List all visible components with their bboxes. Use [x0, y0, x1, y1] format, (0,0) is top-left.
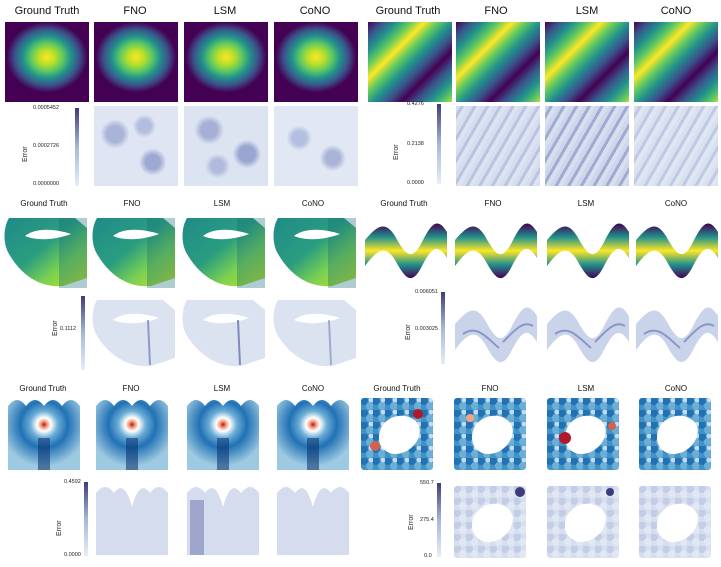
colorbar-b-max: 0.4276 — [407, 101, 424, 107]
col-title-lsm-f: LSM — [577, 384, 595, 393]
panel-d-fno — [455, 223, 537, 279]
error-panel-a-cono — [274, 106, 358, 186]
colorbar-f-max: 550.7 — [420, 480, 434, 486]
panel-b-cono — [634, 22, 718, 102]
colorbar-e-min: 0.0000 — [64, 552, 81, 558]
col-title-cono-d: CoNO — [664, 199, 688, 208]
error-panel-d-cono — [635, 306, 719, 364]
panel-f-ground-truth — [361, 398, 433, 470]
colorbar-d — [441, 292, 445, 364]
panel-d-cono — [636, 223, 718, 279]
colorbar-d-max: 0.006051 — [415, 289, 438, 295]
col-title-ground-truth-e: Ground Truth — [19, 384, 67, 393]
col-title-ground-truth-d: Ground Truth — [380, 199, 428, 208]
col-title-cono-a: CoNO — [299, 5, 331, 17]
col-title-lsm-d: LSM — [577, 199, 595, 208]
error-panel-c-cono — [273, 300, 356, 367]
panel-d-lsm — [547, 223, 629, 279]
col-title-cono-e: CoNO — [301, 384, 325, 393]
col-title-cono-c: CoNO — [301, 199, 325, 208]
error-panel-d-fno — [454, 306, 538, 364]
error-label-d: Error — [405, 324, 412, 340]
colorbar-f-mid: 275.4 — [420, 517, 434, 523]
colorbar-a — [75, 108, 79, 186]
error-panel-b-cono — [634, 106, 718, 186]
panel-b-lsm — [545, 22, 629, 102]
colorbar-b-min: 0.0000 — [407, 180, 424, 186]
colorbar-b — [437, 104, 441, 184]
colorbar-e — [84, 482, 88, 556]
col-title-fno-b: FNO — [484, 5, 508, 17]
col-title-lsm-c: LSM — [213, 199, 231, 208]
error-panel-c-lsm — [182, 300, 265, 367]
col-title-cono-b: CoNO — [660, 5, 692, 17]
error-label-e: Error — [56, 520, 63, 536]
panel-d-ground-truth — [365, 223, 447, 279]
col-title-fno-a: FNO — [123, 5, 147, 17]
colorbar-d-mid: 0.003025 — [415, 326, 438, 332]
error-panel-b-fno — [456, 106, 540, 186]
panel-b-fno — [456, 22, 540, 102]
colorbar-b-mid: 0.2138 — [407, 141, 424, 147]
error-panel-b-lsm — [545, 106, 629, 186]
colorbar-c-mid: 0.1112 — [60, 326, 77, 332]
error-label-c: Error — [52, 320, 59, 336]
col-title-fno-f: FNO — [481, 384, 499, 393]
panel-a-lsm — [184, 22, 268, 102]
error-panel-e-fno — [96, 487, 168, 555]
col-title-ground-truth-c: Ground Truth — [20, 199, 68, 208]
error-label-f: Error — [408, 514, 415, 530]
error-panel-f-lsm — [547, 486, 619, 558]
error-panel-f-fno — [454, 486, 526, 558]
col-title-ground-truth-a: Ground Truth — [14, 5, 80, 17]
error-panel-c-fno — [92, 300, 175, 367]
col-title-lsm-a: LSM — [213, 5, 237, 17]
panel-e-ground-truth — [8, 400, 80, 470]
panel-e-cono — [277, 400, 349, 470]
colorbar-a-max: 0.0005452 — [33, 105, 59, 111]
colorbar-f — [437, 483, 441, 557]
panel-f-cono — [639, 398, 711, 470]
panel-c-cono — [273, 218, 356, 288]
col-title-ground-truth-f: Ground Truth — [373, 384, 421, 393]
col-title-fno-d: FNO — [484, 199, 502, 208]
error-panel-a-fno — [94, 106, 178, 186]
col-title-cono-f: CoNO — [664, 384, 688, 393]
colorbar-a-min: 0.0000000 — [33, 181, 59, 187]
error-panel-a-lsm — [184, 106, 268, 186]
col-title-fno-c: FNO — [123, 199, 141, 208]
panel-a-ground-truth — [5, 22, 89, 102]
col-title-fno-e: FNO — [122, 384, 140, 393]
col-title-lsm-e: LSM — [213, 384, 231, 393]
panel-c-lsm — [182, 218, 265, 288]
colorbar-f-min: 0.0 — [424, 553, 432, 559]
panel-c-ground-truth — [4, 218, 87, 288]
panel-a-fno — [94, 22, 178, 102]
panel-b-ground-truth — [368, 22, 452, 102]
colorbar-c — [81, 296, 85, 370]
panel-c-fno — [92, 218, 175, 288]
colorbar-a-mid: 0.0002726 — [33, 143, 59, 149]
col-title-lsm-b: LSM — [575, 5, 599, 17]
panel-e-fno — [96, 400, 168, 470]
panel-f-fno — [454, 398, 526, 470]
error-panel-f-cono — [639, 486, 711, 558]
error-panel-e-cono — [277, 487, 349, 555]
panel-a-cono — [274, 22, 358, 102]
panel-f-lsm — [547, 398, 619, 470]
col-title-ground-truth-b: Ground Truth — [375, 5, 441, 17]
error-panel-d-lsm — [546, 306, 630, 364]
panel-e-lsm — [187, 400, 259, 470]
colorbar-e-max: 0.4592 — [64, 479, 81, 485]
